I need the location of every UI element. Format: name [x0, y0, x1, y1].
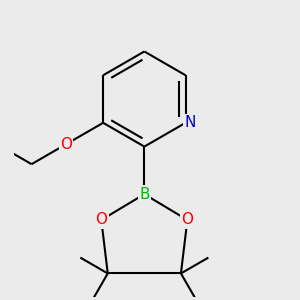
Text: B: B	[139, 187, 150, 202]
Text: O: O	[60, 137, 72, 152]
Text: N: N	[184, 115, 196, 130]
Text: O: O	[95, 212, 107, 227]
Text: O: O	[182, 212, 194, 227]
